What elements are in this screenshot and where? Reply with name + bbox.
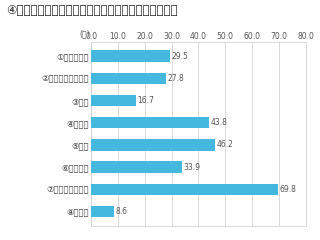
Text: 43.8: 43.8	[210, 118, 227, 127]
Bar	[91, 72, 166, 84]
Text: 46.2: 46.2	[217, 140, 234, 149]
Bar	[91, 139, 215, 151]
Text: ④社会人として仕事をしていく上で重要だと思うこと: ④社会人として仕事をしていく上で重要だと思うこと	[6, 4, 178, 17]
Bar	[91, 95, 136, 106]
Text: 33.9: 33.9	[184, 162, 201, 172]
Bar	[91, 184, 278, 195]
Text: 8.6: 8.6	[116, 207, 128, 216]
Bar	[91, 117, 209, 128]
Text: 69.8: 69.8	[280, 185, 297, 194]
Bar	[91, 206, 114, 217]
Text: 16.7: 16.7	[138, 96, 155, 105]
Bar	[91, 161, 182, 173]
Bar	[91, 50, 170, 62]
Text: 29.5: 29.5	[172, 52, 189, 61]
Text: 27.8: 27.8	[167, 74, 184, 83]
Text: (％): (％)	[79, 29, 90, 38]
